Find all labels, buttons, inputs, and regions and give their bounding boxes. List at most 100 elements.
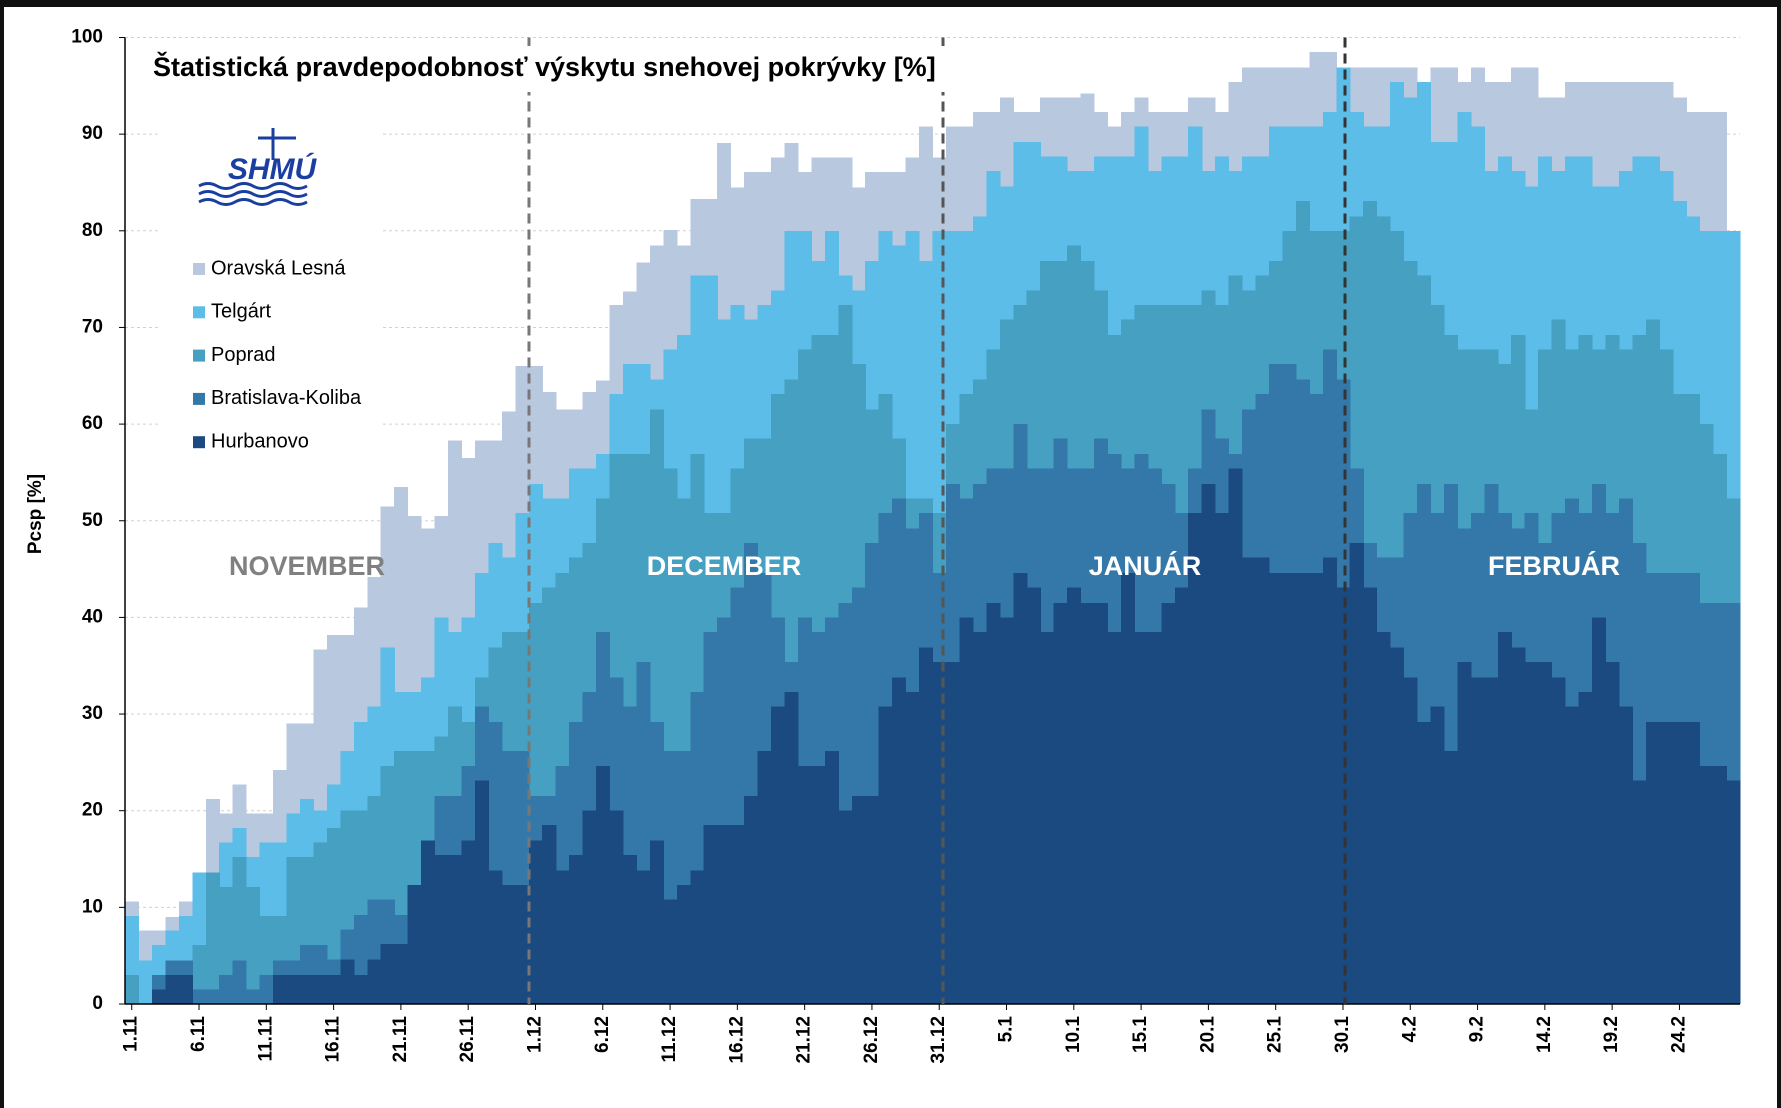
- month-label: NOVEMBER: [229, 551, 385, 581]
- legend-swatch: [193, 436, 205, 449]
- area-step: [192, 945, 207, 1004]
- x-tick-label: 11.12: [659, 1016, 680, 1063]
- y-tick-label: 40: [82, 606, 103, 627]
- area-step: [771, 706, 786, 1004]
- area-step: [246, 887, 261, 1004]
- area-step: [730, 825, 745, 1004]
- chart-title: Štatistická pravdepodobnosť výskytu sneh…: [153, 51, 936, 82]
- x-tick-label: 26.11: [457, 1016, 478, 1063]
- legend-label: Bratislava-Koliba: [211, 387, 362, 409]
- area-step: [999, 617, 1014, 1004]
- area-step: [690, 870, 705, 1004]
- logo-text: SHMÚ: [228, 152, 318, 186]
- area-step: [178, 975, 193, 1004]
- y-tick-label: 70: [82, 316, 103, 337]
- y-tick-label: 60: [82, 413, 103, 434]
- legend-swatch: [193, 263, 205, 275]
- x-tick-label: 1.12: [524, 1016, 545, 1053]
- area-step: [1470, 677, 1485, 1004]
- area-step: [1726, 780, 1741, 1004]
- area-step: [1174, 587, 1189, 1004]
- area-step: [717, 825, 732, 1004]
- logo-wave: [198, 182, 308, 190]
- area-step: [246, 989, 261, 1004]
- areas: [125, 51, 1741, 1005]
- area-step: [273, 975, 288, 1004]
- legend-label: Oravská Lesná: [211, 257, 346, 279]
- area-step: [986, 602, 1001, 1004]
- area-step: [1268, 572, 1284, 1004]
- legend-background: [160, 112, 382, 467]
- x-tick-label: 20.1: [1197, 1016, 1218, 1053]
- area-step: [1713, 766, 1728, 1004]
- area-step: [219, 975, 234, 1004]
- area-step: [744, 796, 759, 1004]
- area-step: [286, 975, 301, 1004]
- x-tick-label: 10.1: [1063, 1016, 1084, 1053]
- area-step: [340, 959, 355, 1004]
- area-step: [205, 989, 220, 1004]
- area-step: [528, 840, 543, 1004]
- x-tick-label: 5.1: [996, 1016, 1017, 1043]
- area-step: [219, 887, 234, 1004]
- legend-label: Hurbanovo: [211, 430, 309, 452]
- area-step: [259, 975, 274, 1004]
- logo-wave: [198, 198, 308, 206]
- area-step: [919, 647, 934, 1004]
- legend-swatch: [193, 306, 205, 319]
- area-step: [367, 959, 382, 1004]
- area-step: [353, 975, 368, 1004]
- y-tick-label: 90: [82, 123, 103, 144]
- logo-wave: [198, 190, 308, 198]
- x-tick-label: 24.2: [1668, 1016, 1689, 1053]
- area-step: [1417, 721, 1432, 1004]
- area-step: [1161, 602, 1176, 1004]
- area-step: [1215, 513, 1230, 1004]
- x-tick-label: 25.1: [1265, 1016, 1286, 1053]
- area-step: [824, 750, 839, 1004]
- x-tick-label: 30.1: [1332, 1016, 1353, 1053]
- area-step: [703, 825, 718, 1004]
- area-step: [1605, 661, 1620, 1004]
- area-step: [1363, 587, 1378, 1004]
- area-step: [542, 825, 557, 1004]
- top-frame: [0, 0, 1781, 7]
- area-step: [1322, 557, 1337, 1004]
- area-step: [165, 975, 180, 1004]
- area-step: [1551, 677, 1566, 1004]
- area-step: [1659, 721, 1674, 1004]
- x-tick-label: 11.11: [255, 1016, 276, 1062]
- area-step: [596, 766, 611, 1004]
- area-step: [1497, 631, 1512, 1004]
- area-step: [649, 840, 664, 1004]
- area-step: [972, 631, 987, 1004]
- area-step: [1282, 572, 1297, 1004]
- x-tick-label: 19.2: [1601, 1016, 1622, 1053]
- x-tick-label: 16.11: [323, 1016, 344, 1063]
- area-step: [838, 810, 853, 1004]
- area-step: [1538, 661, 1553, 1004]
- area-step: [1443, 750, 1458, 1004]
- month-label: DECEMBER: [647, 551, 802, 581]
- area-step: [622, 855, 638, 1004]
- area-step: [515, 885, 530, 1004]
- area-step: [326, 975, 341, 1004]
- area-step: [1524, 661, 1539, 1004]
- area-step: [1255, 557, 1270, 1004]
- legend-swatch: [193, 349, 205, 362]
- y-axis-label: Pcsp [%]: [25, 474, 46, 554]
- y-tick-label: 20: [82, 800, 103, 821]
- x-tick-label: 9.2: [1467, 1016, 1488, 1042]
- area-step: [1618, 706, 1633, 1004]
- area-step: [394, 944, 409, 1004]
- x-tick-label: 31.12: [928, 1016, 949, 1064]
- area-step: [299, 975, 315, 1004]
- area-step: [1120, 572, 1135, 1004]
- area-step: [1013, 572, 1028, 1004]
- area-step: [434, 855, 449, 1004]
- legend-label: Telgárt: [211, 301, 271, 323]
- area-step: [1390, 647, 1405, 1004]
- left-frame: [0, 0, 4, 1108]
- right-frame: [1777, 0, 1781, 1108]
